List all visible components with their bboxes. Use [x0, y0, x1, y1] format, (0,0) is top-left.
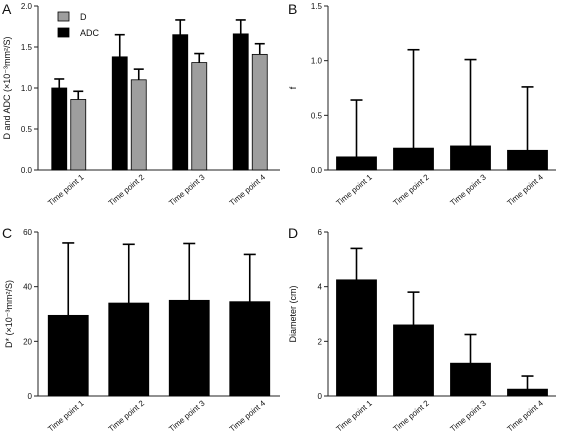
panel-letter: D: [288, 225, 298, 241]
y-tick-label: 60: [23, 228, 32, 237]
bar: [47, 314, 89, 397]
y-axis-title: D and ADC (×10⁻³mm²/S): [2, 36, 12, 139]
y-tick-label: 0: [28, 392, 33, 401]
bar: [393, 147, 434, 171]
panel-b: B 0.0 0.5 1.0 1.5 f Time point 1 Time point 2 Ti…: [288, 1, 556, 208]
panel-letter: A: [2, 1, 12, 17]
bar: [108, 302, 150, 397]
y-tick-label: 4: [318, 283, 323, 292]
y-tick-label: 0.5: [311, 111, 323, 120]
x-tick-label: Time point 2: [107, 172, 147, 207]
x-tick-label: Time point 4: [228, 398, 268, 433]
bar: [70, 99, 87, 171]
y-tick-label: 2.0: [21, 2, 33, 11]
x-tick-label: Time point 1: [46, 172, 86, 207]
y-tick-label: 0.0: [311, 166, 323, 175]
bar: [111, 56, 128, 171]
x-tick-label: Time point 2: [391, 172, 431, 207]
y-axis-title: Diameter (cm): [288, 285, 298, 342]
y-tick-label: 40: [23, 283, 32, 292]
x-tick-label: Time point 1: [46, 398, 86, 433]
panel-a: A 0.0 0.5 1.0 1.5 2.0 D and ADC (×10⁻³mm²/S) Ti…: [2, 1, 280, 208]
bar: [251, 53, 268, 171]
x-tick-label: Time point 4: [505, 398, 545, 433]
legend-label: ADC: [80, 28, 100, 38]
bar: [51, 87, 68, 171]
x-tick-label: Time point 2: [107, 398, 147, 433]
bar: [450, 145, 491, 171]
bar: [393, 324, 434, 397]
bar: [229, 301, 271, 397]
x-tick-label: Time point 4: [505, 172, 545, 207]
y-tick-label: 6: [318, 228, 323, 237]
y-tick-label: 0.5: [21, 125, 33, 134]
bar: [336, 156, 377, 171]
x-tick-label: Time point 2: [391, 398, 431, 433]
y-tick-label: 1.0: [21, 84, 33, 93]
legend-swatch: [57, 11, 70, 22]
bar: [172, 34, 189, 171]
bar: [450, 362, 491, 397]
legend-swatch: [57, 27, 70, 38]
bar: [168, 299, 210, 397]
x-tick-label: Time point 4: [228, 172, 268, 207]
y-tick-label: 0: [318, 392, 323, 401]
y-tick-label: 2: [318, 337, 323, 346]
panel-c: C 0 20 40 60 D* (×10⁻³mm²/S) Time point 1 Time …: [2, 225, 280, 434]
x-tick-label: Time point 1: [334, 172, 374, 207]
bar: [130, 79, 147, 171]
panel-letter: C: [2, 225, 12, 241]
y-tick-label: 20: [23, 337, 32, 346]
bar: [191, 62, 208, 171]
bar: [507, 149, 548, 171]
bar: [232, 33, 249, 171]
x-tick-label: Time point 3: [167, 398, 207, 433]
y-axis-title: f: [288, 86, 298, 89]
legend-label: D: [80, 12, 87, 22]
y-tick-label: 0.0: [21, 166, 33, 175]
y-tick-label: 1.0: [311, 57, 323, 66]
bar: [507, 388, 548, 397]
x-tick-label: Time point 3: [448, 172, 488, 207]
y-tick-label: 1.5: [311, 2, 323, 11]
y-tick-label: 1.5: [21, 43, 33, 52]
panel-d: D 0 2 4 6 Diameter (cm) Time point 1 Time point…: [288, 225, 556, 434]
x-tick-label: Time point 3: [448, 398, 488, 433]
bar: [336, 279, 377, 397]
x-tick-label: Time point 1: [334, 398, 374, 433]
x-tick-label: Time point 3: [167, 172, 207, 207]
panel-letter: B: [288, 1, 297, 17]
y-axis-title: D* (×10⁻³mm²/S): [4, 280, 14, 348]
